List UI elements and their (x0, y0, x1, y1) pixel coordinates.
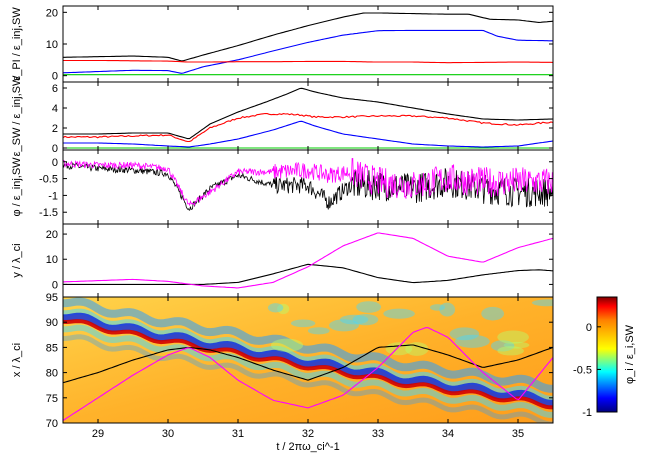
series-line-1 (63, 263, 554, 285)
panel-3-plot (62, 157, 554, 211)
heatmap-patch (531, 299, 553, 307)
y-tick-label: -0.5 (39, 174, 58, 186)
x-tick-label: 31 (232, 428, 244, 440)
blue-band-upper (63, 297, 553, 393)
x-tick-label: 33 (372, 428, 384, 440)
y-tick-label: 95 (46, 292, 58, 304)
colorbar (596, 296, 618, 413)
heatmap-patch (454, 334, 490, 348)
y-tick-label: 0 (52, 279, 58, 291)
series-line-3 (63, 120, 554, 148)
colorbar-tick-label: 0 (586, 322, 592, 334)
y-tick-label: -1.5 (39, 207, 58, 219)
panel-1-plot (62, 12, 554, 76)
y-tick-label: 6 (52, 83, 58, 95)
x-tick-label: 30 (162, 428, 174, 440)
trajectory-line (63, 327, 553, 421)
y-tick-label: 20 (46, 7, 58, 19)
x-tick-label: 32 (302, 428, 314, 440)
panel-4-ylabel: y / λ_ci (11, 243, 23, 277)
heatmap-patch (385, 342, 413, 356)
cyan-band-upper (63, 308, 553, 402)
heatmap-field (63, 297, 553, 423)
series-line-2 (62, 157, 554, 207)
heatmap-patch (429, 304, 446, 311)
blue-band-lower (63, 334, 553, 423)
y-tick-label: 10 (46, 39, 58, 51)
heatmap-patch (277, 303, 290, 315)
heatmap-patch (352, 314, 379, 326)
series-line-3 (63, 59, 554, 64)
panel-3-ylabel: φ / ε_inj,SW (11, 157, 23, 217)
y-tick-label: 2 (52, 123, 58, 135)
heatmap-ridge (63, 319, 553, 410)
y-tick-label: 70 (46, 418, 58, 430)
heatmap-patch (329, 319, 359, 332)
heatmap-patch (356, 301, 382, 313)
colorbar-tick-label: -1 (582, 407, 592, 419)
x-tick-label: 29 (92, 428, 104, 440)
y-tick-label: 10 (46, 254, 58, 266)
y-tick-label: 90 (46, 317, 58, 329)
heatmap-patch (405, 342, 429, 356)
panel-5-ylabel: x / λ_ci (11, 343, 23, 377)
y-tick-label: 20 (46, 229, 58, 241)
x-tick-label: 35 (512, 428, 524, 440)
colorbar-tick-label: -0.5 (573, 364, 592, 376)
heatmap-patch (449, 327, 480, 341)
panel-1-ylabel: ε_PI / ε_inj,SW (11, 7, 23, 81)
heatmap-patch (270, 338, 304, 352)
panel-2-plot (62, 87, 554, 149)
y-tick-label: 0 (52, 71, 58, 83)
panel-4-frame (62, 223, 554, 298)
heatmap-patch (497, 346, 524, 356)
heatmap-patch (307, 327, 330, 335)
series-line-1 (63, 87, 554, 140)
heatmap-patch (497, 330, 529, 344)
heatmap-patch (339, 314, 369, 325)
y-tick-label: 85 (46, 342, 58, 354)
y-tick-label: 0 (52, 157, 58, 169)
y-tick-label: -1 (48, 190, 58, 202)
heatmap-patch (383, 308, 415, 319)
series-line-2 (62, 29, 553, 74)
panel-2-ylabel: ε_SW / ε_inj,SW (11, 75, 23, 156)
trajectory-line (63, 344, 553, 384)
y-tick-label: 0 (52, 143, 58, 155)
y-tick-label: 4 (52, 103, 58, 115)
deep-blue-band (63, 312, 553, 407)
x-tick-label: 34 (442, 428, 454, 440)
cyan-band-lower (63, 324, 553, 418)
heatmap-patch (290, 319, 316, 328)
series-line-2 (62, 112, 554, 143)
heatmap-patch (439, 302, 456, 317)
heatmap-patch (503, 341, 530, 349)
heatmap-patch (481, 306, 505, 321)
y-tick-label: 75 (46, 393, 58, 405)
y-tick-label: 80 (46, 368, 58, 380)
x-axis-label: t / 2πω_ci^-1 (276, 441, 339, 453)
heatmap-patch (490, 340, 515, 352)
series-line-1 (63, 12, 554, 62)
series-line-2 (62, 232, 554, 289)
colorbar-label: φ_i / ε_i,SW (624, 324, 636, 384)
panel-4-plot (62, 232, 554, 289)
heatmap-patch (267, 303, 284, 313)
